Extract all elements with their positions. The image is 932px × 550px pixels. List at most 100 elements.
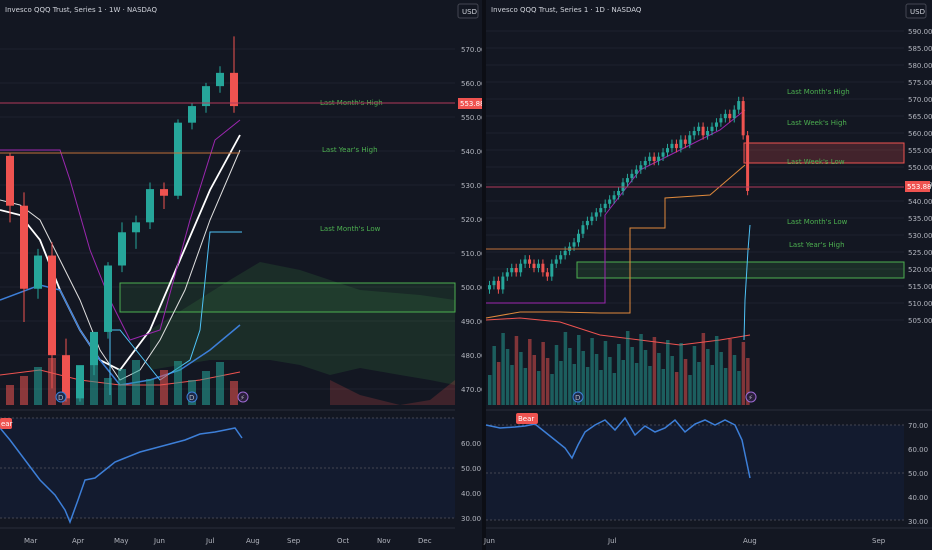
dividend-marker-2[interactable]: D [186,391,198,403]
left-volume-bar [118,369,126,405]
right-volume-bar [510,365,514,405]
right-volume-bar [532,355,536,405]
right-price-axis-tick: 560.00 [908,130,932,138]
left-candle-body [230,72,238,107]
right-candle-body [541,263,545,273]
left-time-axis-tick: Jul [205,537,215,545]
left-last-price-tag: 553.88 [458,98,485,109]
right-rsi-badge-label: Bear [518,415,534,423]
right-candle-body [603,203,607,209]
right-price-axis-tick: 590.00 [908,28,932,36]
right-spike-line [743,224,751,341]
right-candle-body [679,139,683,149]
left-time-axis-tick: Oct [337,537,349,545]
right-candle-body [554,259,558,264]
panel-divider[interactable] [482,0,486,550]
left-candle-body [174,122,182,196]
right-chart-panel[interactable]: Invesco QQQ Trust, Series 1 · 1D · NASDA… [483,0,932,550]
right-volume-bar [661,369,666,405]
right-candle-body [692,131,696,136]
left-volume-bar [90,359,98,405]
annotation-last-year-high: Last Year's High [322,146,378,154]
right-candle-body [746,135,750,191]
left-volume-bar [20,376,28,405]
left-candles [6,36,238,402]
left-volume-bar [202,371,210,405]
r-dividend-marker[interactable]: D [572,391,584,403]
right-volume-bar [621,360,625,405]
right-volume-bar [505,349,510,405]
left-candle-body [216,72,224,87]
annotation-r-last-year-high: Last Year's High [789,241,845,249]
left-rsi-axis-tick: 30.00 [461,515,481,523]
left-price-axis-tick: 530.00 [461,182,486,190]
left-currency-button[interactable]: USD [457,3,479,19]
right-candle-body [741,101,745,136]
svg-text:USD: USD [462,8,477,16]
annotation-last-month-low: Last Month's Low [320,225,381,233]
right-volume-bar [666,340,670,405]
right-step-line-purple [486,109,746,304]
right-candle-body [728,113,732,119]
left-rsi-axis-tick: 50.00 [461,465,481,473]
right-volume-bar [732,355,737,405]
supply-zone-box[interactable] [743,142,905,164]
left-volume-bar [174,361,182,405]
right-volume-bar [563,332,568,405]
left-chart-panel[interactable]: Invesco QQQ Trust, Series 1 · 1W · NASDA… [0,0,486,550]
right-candle-body [585,220,589,226]
left-time-axis[interactable]: Mar Apr May Jun Jul Aug Sep Oct Nov Dec [24,537,432,545]
right-candle-body [550,263,554,277]
right-volume-bar [741,342,746,405]
right-rsi-axis[interactable]: 70.00 60.00 50.00 40.00 30.00 [908,422,928,526]
right-price-axis-tick: 505.00 [908,317,932,325]
right-candle-body [688,135,692,144]
right-volume-bar [488,375,492,405]
dividend-marker-2-label: D [189,394,194,402]
right-volume-bar [670,356,674,405]
right-candle-body [577,233,580,243]
right-candle-body [657,156,661,161]
right-volume-bar [692,346,697,405]
right-candle-body [639,165,643,170]
right-time-axis-tick: Jun [483,537,495,545]
left-candle-body [6,155,14,206]
left-candle-body [90,331,98,366]
right-candle-body [523,259,527,264]
dividend-marker-1[interactable]: D [55,391,67,403]
right-candle-body [719,118,723,123]
right-currency-button[interactable]: USD [905,3,927,19]
right-volume-bar [585,367,590,405]
right-volume-bar [746,358,750,405]
right-price-axis[interactable]: 590.00 585.00 580.00 575.00 570.00 565.00 560.… [908,28,932,325]
demand-zone-box[interactable] [119,282,456,313]
left-price-axis-tick: 500.00 [461,284,486,292]
left-candle-body [132,222,140,233]
right-volume-bar [652,337,657,405]
left-rsi-axis[interactable]: 60.00 50.00 40.00 30.00 [461,440,481,523]
right-demand-zone-box[interactable] [576,261,905,279]
right-price-axis-tick: 565.00 [908,113,932,121]
right-rsi-line [485,416,751,479]
right-rsi-badge[interactable]: Bear [516,413,538,424]
left-candle-body [62,355,70,399]
right-volume-bar [710,365,714,405]
svg-text:USD: USD [910,8,925,16]
left-candle-body [160,189,168,196]
left-rsi-badge-label: ear [1,420,13,428]
right-volume-bar [737,371,741,405]
split-event-marker[interactable]: ⚡ [237,391,249,403]
right-candle-body [625,178,629,183]
right-volume-bar [492,346,496,405]
left-rsi-badge[interactable]: ear [0,418,13,429]
right-price-axis-tick: 575.00 [908,79,932,87]
right-volume-bar [523,368,528,405]
right-rsi-axis-tick: 50.00 [908,470,928,478]
r-split-event-marker[interactable]: ⚡ [745,391,757,403]
annotation-r-last-month-high: Last Month's High [787,88,850,96]
left-price-axis[interactable]: 570.00 560.00 550.00 540.00 530.00 520.00 510.… [461,46,486,394]
right-volume-bar [519,352,523,405]
right-candle-body [563,250,567,256]
right-time-axis[interactable]: Jun Jul Aug Sep [483,537,886,545]
right-candle-body [536,263,540,269]
